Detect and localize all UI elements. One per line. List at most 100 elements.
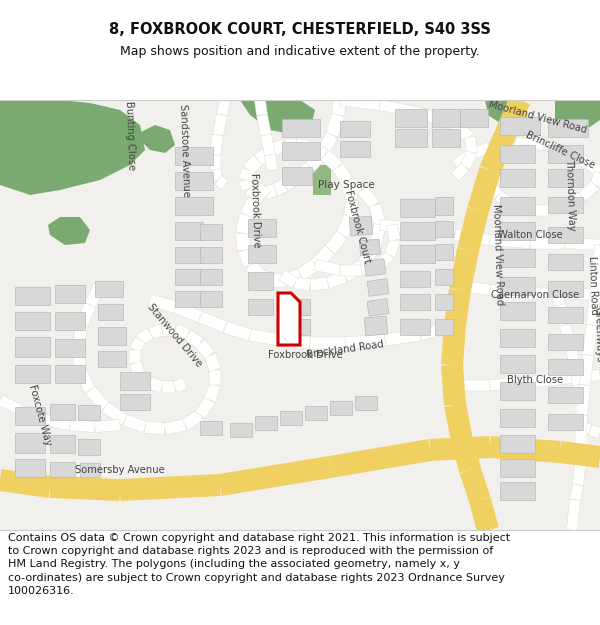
Bar	[435, 221, 453, 237]
Polygon shape	[452, 151, 473, 169]
Polygon shape	[254, 99, 268, 116]
Polygon shape	[490, 234, 530, 249]
Polygon shape	[223, 321, 252, 341]
Bar	[15, 459, 45, 477]
Polygon shape	[307, 141, 328, 161]
Polygon shape	[486, 157, 502, 173]
Polygon shape	[489, 138, 516, 152]
Bar	[15, 287, 50, 305]
Polygon shape	[279, 270, 298, 288]
Polygon shape	[196, 339, 215, 359]
Polygon shape	[550, 371, 581, 386]
Polygon shape	[217, 99, 230, 116]
Polygon shape	[511, 144, 531, 158]
Polygon shape	[310, 337, 345, 349]
Text: Somersby Avenue: Somersby Avenue	[75, 465, 165, 475]
Bar	[200, 247, 222, 263]
Polygon shape	[573, 420, 592, 435]
Bar	[548, 254, 583, 270]
Bar	[500, 482, 535, 500]
Polygon shape	[173, 324, 190, 341]
Polygon shape	[137, 328, 154, 345]
Bar	[55, 365, 85, 383]
Bar	[548, 387, 583, 403]
Polygon shape	[255, 186, 265, 199]
Polygon shape	[577, 425, 587, 445]
Polygon shape	[76, 302, 95, 328]
Bar	[500, 355, 535, 373]
Polygon shape	[85, 282, 106, 308]
Bar	[500, 249, 535, 267]
Polygon shape	[386, 224, 400, 241]
Polygon shape	[244, 156, 263, 174]
Bar	[200, 291, 222, 307]
Polygon shape	[590, 171, 600, 187]
Bar	[175, 269, 203, 285]
Polygon shape	[294, 162, 314, 182]
Polygon shape	[454, 229, 491, 246]
Polygon shape	[560, 324, 575, 346]
Polygon shape	[341, 181, 358, 201]
Polygon shape	[325, 231, 347, 254]
Polygon shape	[0, 469, 52, 498]
Polygon shape	[544, 140, 572, 158]
Bar	[500, 382, 535, 400]
Bar	[50, 462, 75, 477]
Bar	[548, 227, 583, 243]
Polygon shape	[444, 289, 471, 326]
Bar	[500, 435, 535, 453]
Polygon shape	[430, 219, 455, 232]
Bar	[78, 439, 100, 455]
Polygon shape	[572, 464, 586, 486]
Polygon shape	[70, 419, 95, 432]
Polygon shape	[209, 134, 223, 156]
Polygon shape	[469, 497, 499, 533]
Text: Greenways: Greenways	[592, 307, 600, 363]
Polygon shape	[209, 155, 221, 170]
Text: Brincliffe Close: Brincliffe Close	[524, 129, 596, 171]
Polygon shape	[173, 378, 187, 392]
Polygon shape	[148, 294, 176, 312]
Polygon shape	[489, 436, 561, 463]
Polygon shape	[559, 441, 600, 468]
Bar	[230, 423, 252, 437]
Polygon shape	[457, 208, 488, 252]
Polygon shape	[239, 168, 254, 182]
Polygon shape	[340, 94, 380, 111]
Polygon shape	[358, 186, 380, 209]
Polygon shape	[50, 476, 121, 501]
Bar	[305, 406, 327, 420]
Polygon shape	[130, 361, 146, 378]
Polygon shape	[326, 271, 347, 289]
Polygon shape	[314, 259, 341, 276]
Polygon shape	[281, 171, 301, 191]
Bar	[120, 372, 150, 390]
Polygon shape	[565, 344, 580, 366]
Polygon shape	[430, 436, 491, 461]
Polygon shape	[320, 150, 343, 172]
Polygon shape	[572, 384, 586, 406]
Bar	[0, 100, 600, 530]
Bar	[435, 319, 453, 335]
Bar	[15, 337, 50, 357]
Polygon shape	[129, 350, 141, 363]
Polygon shape	[569, 484, 583, 501]
Polygon shape	[272, 274, 285, 286]
Text: Foxbrook Drive: Foxbrook Drive	[248, 173, 262, 248]
Polygon shape	[102, 402, 128, 425]
Polygon shape	[548, 200, 569, 215]
Polygon shape	[385, 238, 400, 257]
Polygon shape	[575, 414, 587, 446]
Bar	[400, 245, 435, 263]
Polygon shape	[332, 99, 346, 116]
Bar	[435, 269, 453, 285]
Polygon shape	[48, 217, 90, 245]
Bar	[175, 247, 203, 263]
Polygon shape	[452, 121, 473, 141]
Polygon shape	[555, 288, 600, 301]
Bar	[395, 129, 427, 147]
Polygon shape	[18, 405, 47, 425]
Polygon shape	[149, 324, 163, 339]
Polygon shape	[310, 277, 329, 291]
Polygon shape	[418, 107, 457, 130]
